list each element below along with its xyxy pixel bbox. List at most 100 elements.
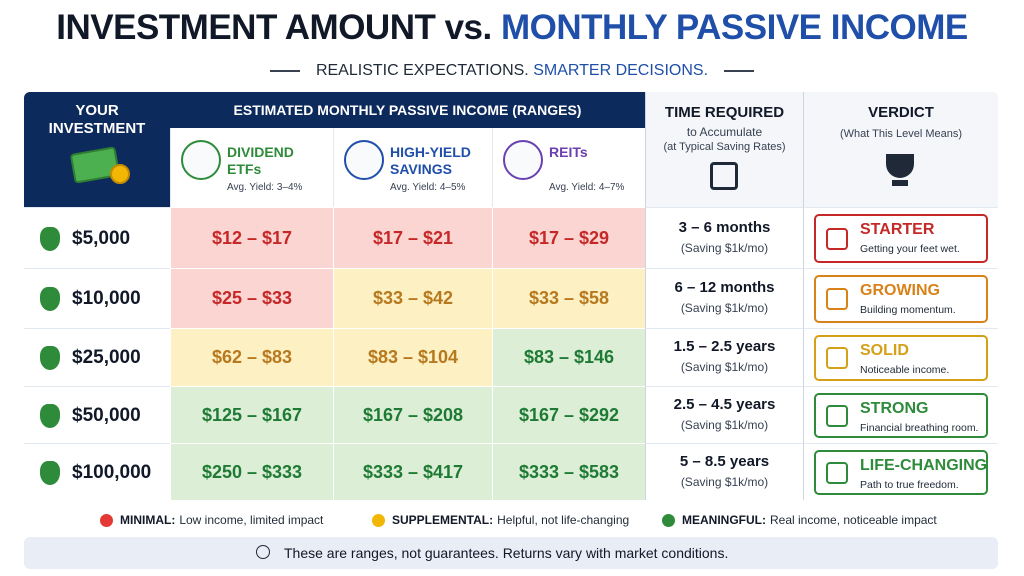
- income-cell: $167 – $208: [333, 386, 492, 443]
- money-bag-icon: [40, 346, 60, 370]
- option-header: REITs Avg. Yield: 4–7%: [492, 128, 645, 207]
- rate: (Saving $1k/mo): [680, 301, 769, 315]
- note-text: These are ranges, not guarantees. Return…: [284, 545, 729, 561]
- income-cell: $25 – $33: [170, 268, 333, 328]
- amount-cell: $5,000: [24, 207, 170, 268]
- header-text: YOUR INVESTMENT: [48, 102, 146, 137]
- rate: (Saving $1k/mo): [680, 417, 769, 432]
- calendar-icon: [710, 162, 738, 190]
- income-cell: $17 – $29: [492, 207, 645, 268]
- income-range: $12 – $17: [211, 227, 293, 248]
- income-range: $167 – $292: [518, 404, 620, 425]
- verdict-label: STARTER: [860, 221, 935, 238]
- option-yield: Avg. Yield: 4–5%: [390, 182, 466, 193]
- amount: $5,000: [72, 227, 131, 249]
- info-icon: [256, 545, 270, 559]
- subtitle-part: REALISTIC EXPECTATIONS.: [315, 62, 529, 79]
- money-bag-icon: [40, 403, 60, 428]
- legend-label: SUPPLEMENTAL:: [392, 513, 494, 527]
- money-bag-icon: [40, 460, 60, 485]
- option-yield: Avg. Yield: 3–4%: [227, 182, 303, 193]
- verdict-cell: GROWING Building momentum.: [803, 268, 998, 328]
- verdict-icon: [826, 461, 848, 484]
- rule: [269, 69, 300, 72]
- rule: [724, 69, 755, 72]
- header-sub: (What This Level Means): [839, 128, 963, 140]
- income-range: $33 – $58: [528, 288, 610, 308]
- verdict-cell: STARTER Getting your feet wet.: [803, 207, 998, 268]
- duration: 1.5 – 2.5 years: [673, 338, 776, 355]
- header-title: TIME REQUIRED: [664, 104, 785, 121]
- income-cell: $333 – $417: [333, 443, 492, 500]
- verdict-desc: Path to true freedom.: [860, 479, 959, 491]
- verdict-cell: SOLID Noticeable income.: [803, 328, 998, 386]
- verdict-header: VERDICT (What This Level Means): [803, 92, 998, 207]
- option-header: HIGH-YIELD SAVINGS Avg. Yield: 4–5%: [333, 128, 492, 207]
- income-cell: $33 – $42: [333, 268, 492, 328]
- header-note: (at Typical Saving Rates): [663, 141, 786, 153]
- verdict-icon: [826, 347, 848, 369]
- verdict-label: GROWING: [860, 282, 940, 299]
- option-name: HIGH-YIELD SAVINGS: [390, 144, 471, 177]
- duration: 2.5 – 4.5 years: [673, 395, 776, 413]
- legend-swatch: [662, 514, 675, 527]
- verdict-desc: Building momentum.: [860, 304, 956, 316]
- title-part: MONTHLY PASSIVE INCOME: [500, 8, 968, 47]
- verdict-badge: STARTER Getting your feet wet.: [814, 214, 988, 263]
- time-cell: 5 – 8.5 years (Saving $1k/mo): [645, 443, 803, 500]
- income-range: $33 – $42: [372, 288, 454, 308]
- time-cell: 1.5 – 2.5 years (Saving $1k/mo): [645, 328, 803, 386]
- time-cell: 6 – 12 months (Saving $1k/mo): [645, 268, 803, 328]
- legend-label: MEANINGFUL:: [682, 513, 766, 527]
- verdict-cell: STRONG Financial breathing room.: [803, 386, 998, 443]
- amount-cell: $25,000: [24, 328, 170, 386]
- amount-cell: $10,000: [24, 268, 170, 328]
- legend-swatch: [100, 514, 113, 527]
- time-cell: 2.5 – 4.5 years (Saving $1k/mo): [645, 386, 803, 443]
- rate: (Saving $1k/mo): [680, 240, 769, 255]
- verdict-badge: STRONG Financial breathing room.: [814, 393, 988, 438]
- coin-icon: [110, 164, 130, 184]
- income-cell: $33 – $58: [492, 268, 645, 328]
- amount-cell: $50,000: [24, 386, 170, 443]
- income-range: $250 – $333: [201, 461, 303, 482]
- legend-item: SUPPLEMENTAL: Helpful, not life-changing: [372, 512, 672, 530]
- amount-cell: $100,000: [24, 443, 170, 500]
- income-cell: $250 – $333: [170, 443, 333, 500]
- subtitle: REALISTIC EXPECTATIONS. SMARTER DECISION…: [0, 62, 1024, 80]
- amount: $10,000: [72, 288, 141, 309]
- income-cell: $83 – $104: [333, 328, 492, 386]
- income-range: $167 – $208: [362, 404, 464, 425]
- header-sub: to Accumulate: [686, 125, 763, 139]
- time-header: TIME REQUIRED to Accumulate (at Typical Sa…: [645, 92, 803, 207]
- trophy-icon: [886, 154, 914, 178]
- legend-desc: Low income, limited impact: [179, 513, 324, 527]
- income-range: $333 – $583: [518, 461, 620, 482]
- note-box: These are ranges, not guarantees. Return…: [24, 537, 998, 569]
- income-cell: $167 – $292: [492, 386, 645, 443]
- income-cell: $83 – $146: [492, 328, 645, 386]
- option-yield: Avg. Yield: 4–7%: [549, 182, 625, 193]
- rate: (Saving $1k/mo): [680, 360, 769, 374]
- duration: 6 – 12 months: [674, 279, 775, 296]
- verdict-desc: Noticeable income.: [860, 364, 950, 376]
- legend-desc: Helpful, not life-changing: [497, 513, 630, 527]
- income-cell: $12 – $17: [170, 207, 333, 268]
- option-name: DIVIDEND ETFs: [227, 144, 294, 177]
- investment-header: YOUR INVESTMENT: [24, 92, 170, 207]
- income-header: ESTIMATED MONTHLY PASSIVE INCOME (RANGES…: [170, 92, 645, 128]
- subtitle-part: SMARTER DECISIONS.: [533, 62, 709, 79]
- money-bag-icon: [40, 287, 60, 311]
- legend-label: MINIMAL:: [120, 513, 176, 527]
- income-range: $17 – $29: [528, 227, 610, 248]
- option-header: DIVIDEND ETFs Avg. Yield: 3–4%: [170, 128, 333, 207]
- legend-item: MEANINGFUL: Real income, noticeable impac…: [662, 512, 962, 530]
- verdict-badge: LIFE-CHANGING Path to true freedom.: [814, 450, 988, 495]
- verdict-desc: Financial breathing room.: [860, 422, 979, 434]
- income-cell: $62 – $83: [170, 328, 333, 386]
- option-icon: [181, 140, 221, 180]
- option-name: REITs: [549, 144, 588, 160]
- verdict-icon: [826, 288, 848, 310]
